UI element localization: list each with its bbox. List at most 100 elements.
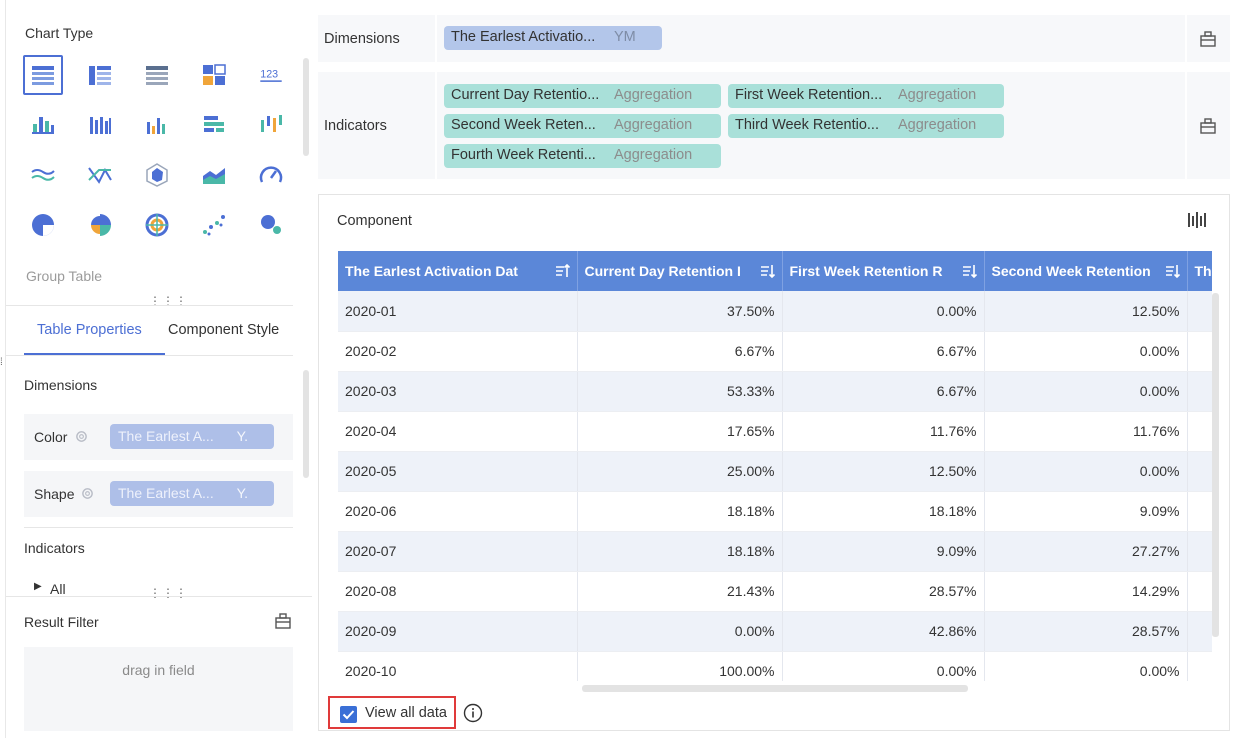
divider <box>6 355 293 356</box>
retention-cell: 9.09% <box>984 491 1188 532</box>
gear-icon[interactable] <box>81 487 94 500</box>
dimension-field-suffix: YM <box>614 29 636 45</box>
table-header-row: The Earlest Activation Dat Current Day R… <box>338 251 1212 291</box>
checkbox-checked-icon[interactable] <box>340 706 357 723</box>
table-row[interactable]: 2020-04 17.65% 11.76% 11.76% <box>338 411 1212 452</box>
properties-scrollbar[interactable] <box>303 370 309 478</box>
table-row[interactable]: 2020-06 18.18% 18.18% 9.09% <box>338 491 1212 532</box>
clear-filter-icon[interactable] <box>274 612 292 630</box>
detail-table-icon[interactable] <box>137 55 177 95</box>
divider <box>6 596 312 597</box>
number-card-icon[interactable]: 123 <box>251 55 291 95</box>
kpi-card-icon[interactable] <box>194 55 234 95</box>
sort-icon[interactable] <box>760 263 776 279</box>
chart-settings-icon[interactable] <box>1187 211 1207 229</box>
table-row[interactable]: 2020-02 6.67% 6.67% 0.00% <box>338 331 1212 372</box>
bubble-chart-icon[interactable] <box>251 205 291 245</box>
retention-cell: 53.33% <box>577 371 783 412</box>
gauge-icon[interactable] <box>251 155 291 195</box>
sort-icon[interactable] <box>962 263 978 279</box>
table-row[interactable]: 2020-05 25.00% 12.50% 0.00% <box>338 451 1212 492</box>
stacked-column-icon[interactable] <box>23 105 63 145</box>
pie-chart-icon[interactable] <box>23 205 63 245</box>
bar-chart-icon[interactable] <box>194 105 234 145</box>
table-row[interactable]: 2020-10 100.00% 0.00% 0.00% <box>338 651 1212 681</box>
panel-resize-handle[interactable]: ⁞ <box>0 357 3 368</box>
divider <box>435 72 437 179</box>
indicator-field-pill[interactable]: Current Day Retentio... Aggregation <box>444 84 721 108</box>
indicator-field-pill[interactable]: Third Week Retentio... Aggregation <box>728 114 1004 138</box>
table-vertical-scrollbar[interactable] <box>1212 293 1219 637</box>
group-table-icon[interactable] <box>23 55 63 95</box>
grouped-column-icon[interactable] <box>80 105 120 145</box>
view-all-data-label[interactable]: View all data <box>365 705 447 721</box>
table-row[interactable]: 2020-03 53.33% 6.67% 0.00% <box>338 371 1212 412</box>
column-header-label: The Earlest Activation Dat <box>345 263 518 279</box>
clear-dimensions-icon[interactable] <box>1199 30 1217 48</box>
overflow-cell <box>1187 571 1212 612</box>
column-header[interactable]: First Week Retention R <box>782 251 985 291</box>
svg-text:123: 123 <box>260 68 278 80</box>
table-row[interactable]: 2020-09 0.00% 42.86% 28.57% <box>338 611 1212 652</box>
color-field-pill[interactable]: The Earlest A... Y. <box>110 424 274 449</box>
date-cell: 2020-08 <box>338 571 578 612</box>
gear-icon[interactable] <box>75 430 88 443</box>
indicator-field-pill[interactable]: First Week Retention... Aggregation <box>728 84 1004 108</box>
indicator-field-pill[interactable]: Fourth Week Retenti... Aggregation <box>444 144 721 168</box>
line-chart-icon[interactable] <box>23 155 63 195</box>
info-icon[interactable] <box>463 703 483 723</box>
dimension-field-name: The Earlest Activatio... <box>451 29 596 45</box>
drag-handle-icon[interactable]: ⋮⋮⋮ <box>149 586 188 600</box>
active-tab-indicator <box>24 353 165 355</box>
sort-icon[interactable] <box>1165 263 1181 279</box>
radial-chart-icon[interactable] <box>137 205 177 245</box>
dimension-field-pill[interactable]: The Earlest Activatio... YM <box>444 26 662 50</box>
view-all-data-checkbox[interactable]: View all data <box>328 696 456 729</box>
chart-type-scrollbar[interactable] <box>303 58 309 156</box>
column-chart-icon[interactable] <box>137 105 177 145</box>
retention-cell: 14.29% <box>984 571 1188 612</box>
divider <box>24 527 293 528</box>
retention-cell: 18.18% <box>577 491 783 532</box>
radar-chart-icon[interactable] <box>137 155 177 195</box>
indicator-field-suffix: Aggregation <box>614 117 693 133</box>
table-row[interactable]: 2020-08 21.43% 28.57% 14.29% <box>338 571 1212 612</box>
retention-cell: 12.50% <box>782 451 985 492</box>
column-header[interactable]: Second Week Retention <box>984 251 1188 291</box>
drag-handle-icon[interactable]: ⋮⋮⋮ <box>149 294 188 308</box>
tab-component-style[interactable]: Component Style <box>168 322 280 338</box>
column-header[interactable]: Th <box>1187 251 1212 291</box>
indicator-all-item[interactable]: All <box>50 581 66 597</box>
rose-pie-icon[interactable] <box>80 205 120 245</box>
retention-cell: 28.57% <box>984 611 1188 652</box>
color-field-suffix: Y. <box>236 428 248 444</box>
table-horizontal-scrollbar[interactable] <box>582 685 968 692</box>
scatter-line-icon[interactable] <box>80 155 120 195</box>
range-column-icon[interactable] <box>251 105 291 145</box>
expand-caret-icon[interactable]: ▶ <box>34 581 42 592</box>
scatter-plot-icon[interactable] <box>194 205 234 245</box>
data-table: The Earlest Activation Dat Current Day R… <box>338 251 1212 681</box>
area-chart-icon[interactable] <box>194 155 234 195</box>
column-header[interactable]: The Earlest Activation Dat <box>338 251 578 291</box>
shape-field-name: The Earlest A... <box>118 485 214 501</box>
divider <box>1185 72 1187 179</box>
cross-table-icon[interactable] <box>80 55 120 95</box>
table-row[interactable]: 2020-01 37.50% 0.00% 12.50% <box>338 291 1212 332</box>
overflow-cell <box>1187 291 1212 332</box>
retention-cell: 42.86% <box>782 611 985 652</box>
table-row[interactable]: 2020-07 18.18% 9.09% 27.27% <box>338 531 1212 572</box>
sort-icon[interactable] <box>555 263 571 279</box>
indicator-field-pill[interactable]: Second Week Reten... Aggregation <box>444 114 721 138</box>
result-filter-dropzone[interactable]: drag in field <box>24 647 293 731</box>
overflow-cell <box>1187 411 1212 452</box>
tab-table-properties[interactable]: Table Properties <box>37 322 142 338</box>
divider <box>435 15 437 62</box>
retention-cell: 27.27% <box>984 531 1188 572</box>
component-panel: Component The Earlest Activation Dat Cur… <box>318 194 1230 731</box>
clear-indicators-icon[interactable] <box>1199 117 1217 135</box>
retention-cell: 21.43% <box>577 571 783 612</box>
shape-field-pill[interactable]: The Earlest A... Y. <box>110 481 274 506</box>
retention-cell: 6.67% <box>782 331 985 372</box>
column-header[interactable]: Current Day Retention I <box>577 251 783 291</box>
